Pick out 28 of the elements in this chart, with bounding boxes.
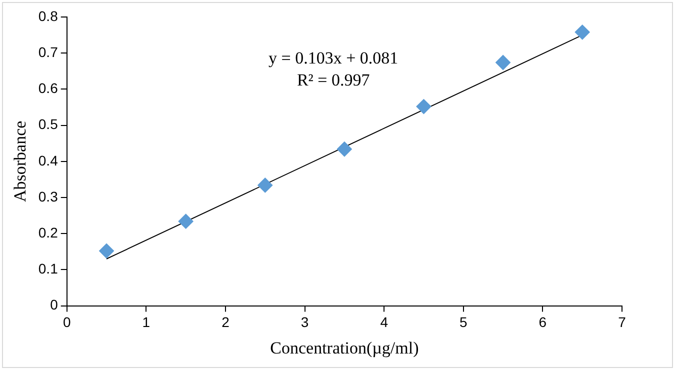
y-tick-label: 0.7 [38, 44, 58, 60]
y-tick-label: 0 [50, 296, 58, 313]
y-tick-label: 0.5 [38, 116, 58, 132]
y-tick-label: 0.8 [38, 8, 58, 24]
y-tick-label: 0.6 [38, 80, 58, 96]
x-tick-label: 6 [538, 314, 547, 330]
y-tick-label: 0.1 [38, 260, 58, 277]
y-tick-label: 0.2 [38, 224, 58, 240]
x-tick-label: 7 [618, 314, 626, 330]
point [178, 214, 194, 229]
annotation: y = 0.103x + 0.081 [268, 48, 398, 68]
y-axis-title: Absorbance [10, 120, 30, 202]
x-tick-label: 2 [222, 314, 230, 330]
annotation: R² = 0.997 [296, 70, 370, 90]
x-axis-title: Concentration(µg/ml) [270, 338, 419, 358]
x-tick-label: 3 [300, 314, 309, 330]
x-tick-label: 0 [62, 314, 71, 330]
point [336, 142, 352, 157]
x-tick-label: 1 [142, 314, 150, 330]
point [496, 54, 511, 70]
y-tick-label: 0.4 [38, 152, 58, 168]
point [99, 243, 114, 258]
point [416, 99, 432, 114]
point [574, 24, 590, 40]
x-tick-label: 4 [380, 314, 388, 330]
y-tick-label: 0.3 [38, 188, 58, 204]
x-tick-label: 5 [459, 314, 468, 330]
point [258, 178, 273, 193]
